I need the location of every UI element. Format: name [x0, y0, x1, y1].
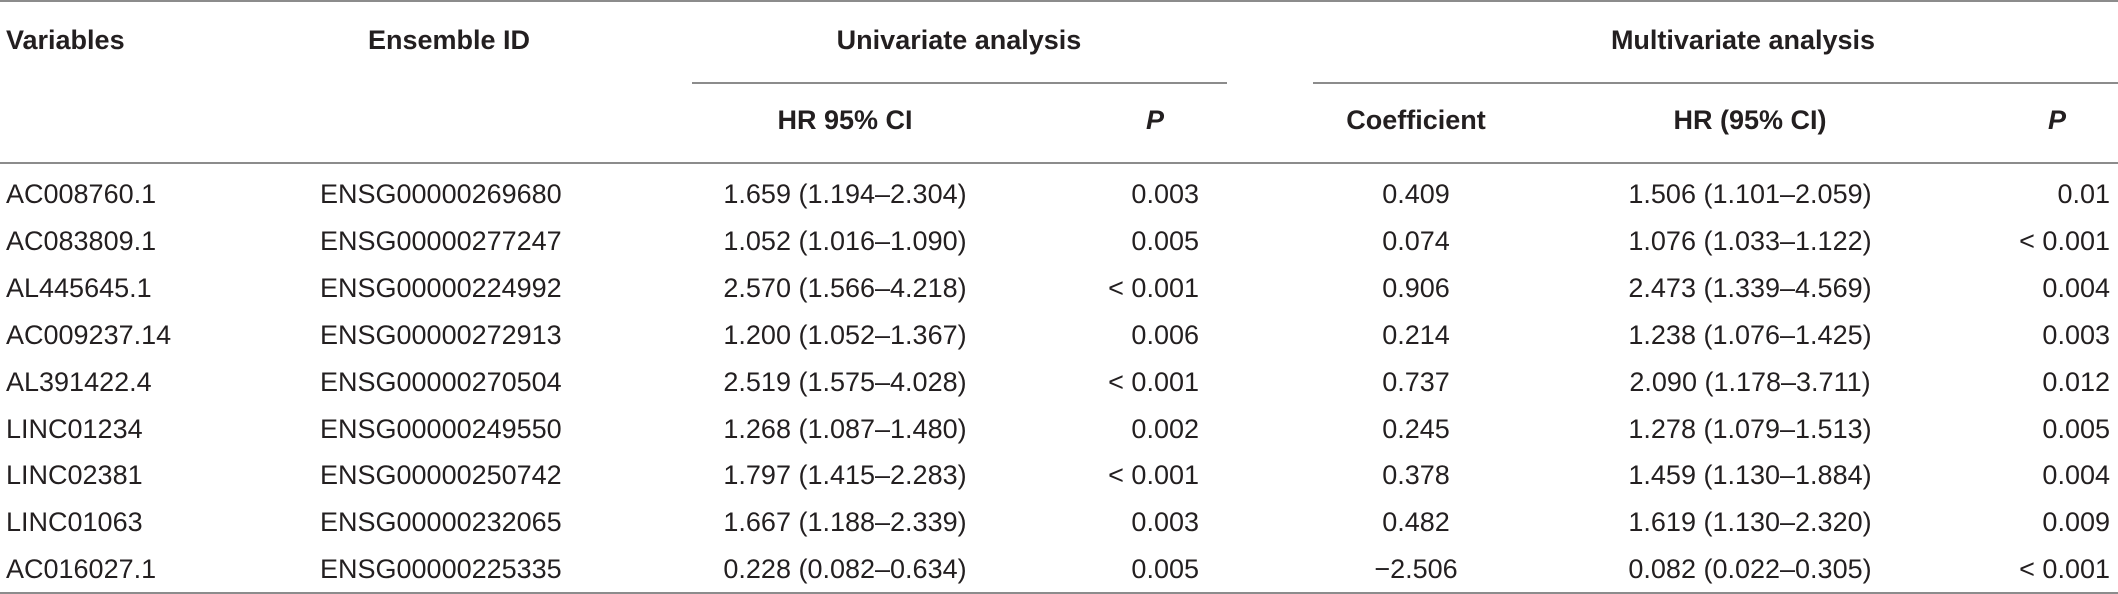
header-uni-hr: HR 95% CI: [777, 105, 913, 135]
cell-univariate-p: 0.003: [1131, 179, 1199, 209]
cell-multivariate-hr: 0.082 (0.022–0.305): [1628, 554, 1872, 584]
cell-univariate-hr: 1.667 (1.188–2.339): [723, 507, 967, 537]
cell-multivariate-p: 0.004: [2042, 273, 2110, 303]
cell-coefficient: 0.409: [1382, 179, 1450, 209]
cell-variable: AC016027.1: [6, 554, 157, 584]
cell-coefficient: −2.506: [1374, 554, 1458, 584]
cell-ensemble-id: ENSG00000249550: [320, 414, 562, 444]
cell-ensemble-id: ENSG00000232065: [320, 507, 562, 537]
cell-coefficient: 0.074: [1382, 226, 1450, 256]
cell-variable: LINC01063: [6, 507, 143, 537]
cell-multivariate-p: 0.012: [2042, 367, 2110, 397]
cell-univariate-hr: 2.519 (1.575–4.028): [723, 367, 967, 397]
cell-coefficient: 0.482: [1382, 507, 1450, 537]
header-coefficient: Coefficient: [1346, 105, 1486, 135]
cell-univariate-p: 0.003: [1131, 507, 1199, 537]
cell-coefficient: 0.214: [1382, 320, 1450, 350]
cell-ensemble-id: ENSG00000250742: [320, 460, 562, 490]
cell-ensemble-id: ENSG00000224992: [320, 273, 562, 303]
cell-multivariate-p: < 0.001: [2019, 226, 2110, 256]
cell-ensemble-id: ENSG00000225335: [320, 554, 562, 584]
cell-multivariate-p: 0.005: [2042, 414, 2110, 444]
cell-multivariate-p: 0.003: [2042, 320, 2110, 350]
header-univariate: Univariate analysis: [836, 25, 1082, 55]
cell-univariate-hr: 0.228 (0.082–0.634): [723, 554, 967, 584]
cell-multivariate-p: < 0.001: [2019, 554, 2110, 584]
cell-coefficient: 0.737: [1382, 367, 1450, 397]
cell-variable: AL445645.1: [6, 273, 152, 303]
cell-univariate-p: < 0.001: [1108, 273, 1199, 303]
cell-univariate-hr: 1.052 (1.016–1.090): [723, 226, 967, 256]
header-multivariate: Multivariate analysis: [1610, 25, 1876, 55]
cell-univariate-p: < 0.001: [1108, 460, 1199, 490]
cell-univariate-p: 0.002: [1131, 414, 1199, 444]
cell-univariate-p: < 0.001: [1108, 367, 1199, 397]
cell-multivariate-p: 0.009: [2042, 507, 2110, 537]
cell-multivariate-p: 0.01: [2057, 179, 2110, 209]
cell-ensemble-id: ENSG00000269680: [320, 179, 562, 209]
cell-multivariate-hr: 1.459 (1.130–1.884): [1628, 460, 1872, 490]
cell-variable: AC009237.14: [6, 320, 172, 350]
header-multi-hr: HR (95% CI): [1673, 105, 1827, 135]
header-uni-p: P: [1145, 105, 1165, 135]
cell-multivariate-hr: 1.506 (1.101–2.059): [1628, 179, 1872, 209]
header-ensemble-id: Ensemble ID: [367, 25, 531, 55]
cell-univariate-p: 0.006: [1131, 320, 1199, 350]
header-bottom-rule: [0, 162, 2118, 164]
cell-coefficient: 0.906: [1382, 273, 1450, 303]
cell-univariate-hr: 2.570 (1.566–4.218): [723, 273, 967, 303]
cell-variable: AC008760.1: [6, 179, 157, 209]
cell-univariate-p: 0.005: [1131, 554, 1199, 584]
cell-coefficient: 0.378: [1382, 460, 1450, 490]
header-multi-p: P: [2047, 105, 2067, 135]
cell-variable: LINC02381: [6, 460, 143, 490]
cell-variable: AL391422.4: [6, 367, 152, 397]
table-bottom-rule: [0, 592, 2118, 594]
cell-coefficient: 0.245: [1382, 414, 1450, 444]
table-top-rule: [0, 0, 2118, 2]
cell-univariate-p: 0.005: [1131, 226, 1199, 256]
cell-multivariate-hr: 1.619 (1.130–2.320): [1628, 507, 1872, 537]
cell-univariate-hr: 1.268 (1.087–1.480): [723, 414, 967, 444]
cell-univariate-hr: 1.659 (1.194–2.304): [723, 179, 967, 209]
univariate-group-rule: [692, 82, 1227, 84]
cell-ensemble-id: ENSG00000277247: [320, 226, 562, 256]
cell-multivariate-hr: 1.278 (1.079–1.513): [1628, 414, 1872, 444]
cell-univariate-hr: 1.797 (1.415–2.283): [723, 460, 967, 490]
cell-ensemble-id: ENSG00000272913: [320, 320, 562, 350]
cell-variable: AC083809.1: [6, 226, 157, 256]
cell-multivariate-p: 0.004: [2042, 460, 2110, 490]
cell-multivariate-hr: 1.076 (1.033–1.122): [1628, 226, 1872, 256]
cell-ensemble-id: ENSG00000270504: [320, 367, 562, 397]
cell-variable: LINC01234: [6, 414, 143, 444]
multivariate-group-rule: [1313, 82, 2118, 84]
cell-multivariate-hr: 2.090 (1.178–3.711): [1629, 367, 1871, 397]
cell-multivariate-hr: 2.473 (1.339–4.569): [1628, 273, 1872, 303]
cell-multivariate-hr: 1.238 (1.076–1.425): [1628, 320, 1872, 350]
header-variables: Variables: [6, 25, 125, 55]
cell-univariate-hr: 1.200 (1.052–1.367): [723, 320, 967, 350]
